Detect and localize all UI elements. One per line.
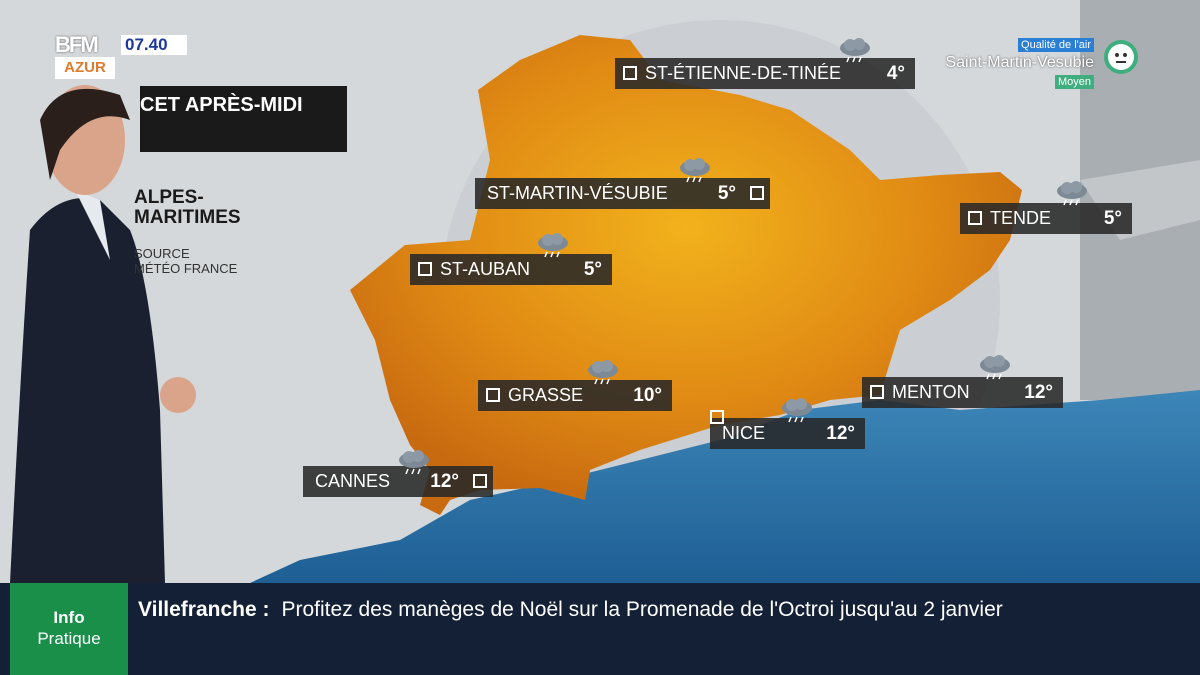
air-quality: Qualité de l'air Saint-Martin-Vesubie Mo… (945, 38, 1094, 89)
city-name: ST-MARTIN-VÉSUBIE (487, 183, 668, 203)
rain-cloud-icon (838, 38, 872, 64)
channel-logo: BFM AZUR (55, 33, 115, 79)
rain-cloud-icon (978, 355, 1012, 381)
location-marker-icon (710, 410, 724, 424)
city-label: CANNES 12° (303, 466, 493, 497)
source: SOURCE MÉTÉO FRANCE (134, 246, 238, 276)
city-name: ST-ÉTIENNE-DE-TINÉE (645, 63, 842, 83)
mountain-backdrop (1080, 0, 1200, 400)
forecast-period: CET APRÈS-MIDI (140, 86, 347, 152)
neutral-face-icon (1104, 40, 1138, 74)
ticker-label: Info Pratique (10, 583, 128, 675)
city-temp: 10° (633, 385, 662, 406)
city-temp: 5° (583, 259, 602, 280)
rain-cloud-icon (678, 158, 712, 184)
rain-cloud-icon (780, 398, 814, 424)
city-label: GRASSE 10° (478, 380, 672, 411)
location-marker-icon (870, 385, 884, 399)
region-title: ALPES- MARITIMES (134, 187, 241, 228)
city-temp: 12° (430, 471, 459, 492)
location-marker-icon (750, 186, 764, 200)
city-label: TENDE 5° (960, 203, 1132, 234)
rain-cloud-icon (397, 450, 431, 476)
location-marker-icon (968, 211, 982, 225)
city-temp: 5° (717, 183, 736, 204)
presenter (10, 85, 196, 583)
city-label: ST-AUBAN 5° (410, 254, 612, 285)
news-ticker: Info Pratique Villefranche : Profitez des … (0, 583, 1200, 675)
city-name: GRASSE (508, 385, 584, 405)
rain-cloud-icon (536, 233, 570, 259)
city-name: NICE (722, 423, 766, 443)
sea (250, 390, 1200, 583)
city-label: NICE 12° (710, 410, 865, 449)
ticker-text: Profitez des manèges de Noël sur la Prom… (281, 598, 1003, 621)
city-label: ST-ÉTIENNE-DE-TINÉE 4° (615, 58, 915, 89)
city-name: TENDE (990, 208, 1052, 228)
location-marker-icon (418, 262, 432, 276)
city-name: ST-AUBAN (440, 259, 531, 279)
clock: 07.40 (121, 35, 187, 55)
location-marker-icon (486, 388, 500, 402)
city-name: CANNES (315, 471, 391, 491)
city-temp: 4° (886, 63, 905, 84)
location-marker-icon (473, 474, 487, 488)
city-label: MENTON 12° (862, 377, 1063, 408)
ticker-topic: Villefranche : (138, 598, 270, 621)
city-label: ST-MARTIN-VÉSUBIE 5° (475, 178, 770, 209)
city-name: MENTON (892, 382, 970, 402)
rain-cloud-icon (586, 360, 620, 386)
city-temp: 12° (1024, 382, 1053, 403)
city-temp: 12° (826, 423, 855, 444)
city-temp: 5° (1103, 208, 1122, 229)
rain-cloud-icon (1055, 181, 1089, 207)
location-marker-icon (623, 66, 637, 80)
